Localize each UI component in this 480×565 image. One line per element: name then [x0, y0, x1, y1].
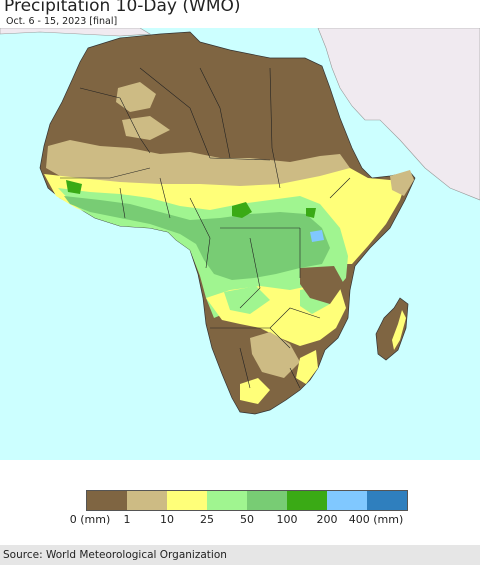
- sahel-light-rain: [46, 140, 350, 192]
- legend-swatch-10mm: [167, 491, 207, 510]
- map-title: Precipitation 10-Day (WMO): [4, 0, 241, 16]
- intense-rain-east: [306, 208, 316, 218]
- horn-light-rain: [390, 170, 414, 196]
- map-subtitle: Oct. 6 - 15, 2023 [final]: [6, 16, 118, 27]
- legend-tick-400: 400 (mm): [348, 513, 404, 526]
- source-credit: Source: World Meteorological Organizatio…: [3, 549, 227, 561]
- legend-swatch-0mm: [87, 491, 127, 510]
- south-coast-yellow: [240, 378, 270, 404]
- legend-tick-50: 50: [240, 513, 254, 526]
- legend-tick-100: 100: [276, 513, 298, 526]
- precipitation-legend: [86, 490, 408, 511]
- madagascar-east-rain: [392, 310, 406, 350]
- mozambique-dry: [300, 266, 344, 304]
- intense-rain-cameroon: [232, 202, 252, 218]
- legend-swatch-25mm: [207, 491, 247, 510]
- madagascar: [375, 297, 409, 361]
- lake-victoria: [310, 230, 324, 242]
- legend-tick-25: 25: [200, 513, 214, 526]
- legend-tick-10: 10: [160, 513, 174, 526]
- precipitation-map: [0, 27, 480, 460]
- southern-green-patch: [224, 286, 270, 314]
- legend-swatch-100mm: [287, 491, 327, 510]
- sahara-tan-patch-2: [122, 116, 170, 140]
- middle-east-landmass: [317, 27, 480, 201]
- legend-swatch-400mm: [367, 491, 407, 510]
- footer-bar: Source: World Meteorological Organizatio…: [0, 545, 480, 565]
- legend-swatch-200mm: [327, 491, 367, 510]
- east-coast-yellow: [296, 350, 318, 384]
- legend-tick-1: 1: [123, 513, 131, 526]
- sahara-tan-patch: [116, 82, 156, 112]
- legend-tick-0: 0 (mm): [69, 513, 111, 526]
- intense-rain-west: [66, 180, 82, 194]
- africa-map-svg: [0, 27, 480, 460]
- europe-landmass: [0, 27, 151, 37]
- country-borders: [60, 67, 351, 389]
- legend-swatch-50mm: [247, 491, 287, 510]
- tropical-heavy-rain: [64, 196, 330, 280]
- legend-tick-200: 200: [316, 513, 338, 526]
- legend-swatch-1mm: [127, 491, 167, 510]
- southern-africa-tan: [250, 332, 300, 378]
